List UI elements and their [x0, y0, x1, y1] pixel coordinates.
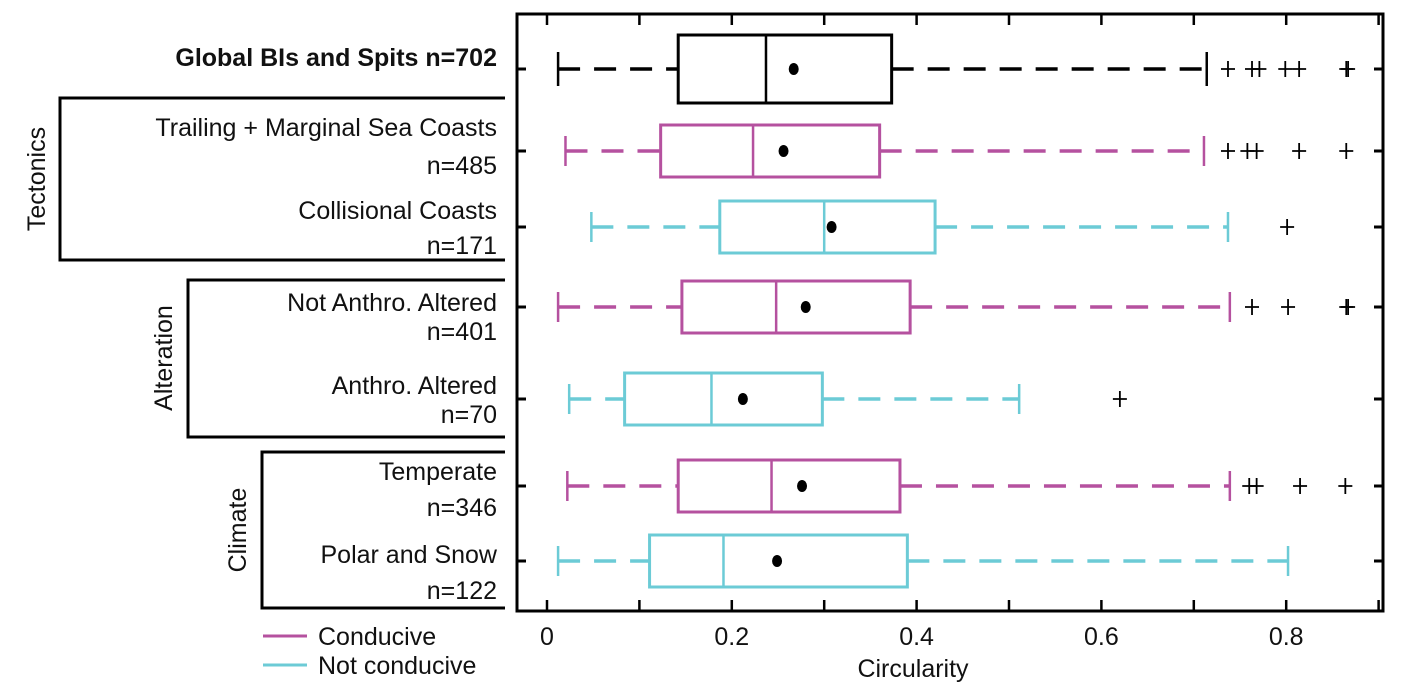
outlier-marker — [1220, 61, 1235, 77]
outlier-marker — [1293, 478, 1308, 494]
axes: 0 0.2 0.4 0.6 0.8 Circularity — [515, 12, 1385, 683]
legend-label: Not conducive — [318, 652, 476, 680]
mean-marker — [788, 63, 799, 75]
plot-area — [556, 33, 1356, 589]
group-bracket — [186, 278, 505, 439]
box-1 — [564, 123, 1354, 179]
x-tick-label: 0 — [540, 623, 554, 651]
outlier-marker — [1339, 143, 1354, 159]
outlier-marker — [1338, 478, 1353, 494]
row-labels: Global BIs and Spits n=702 Trailing + Mar… — [155, 44, 498, 605]
iqr-box — [680, 279, 912, 335]
row-label: n=401 — [427, 318, 497, 346]
outlier-marker — [1249, 143, 1264, 159]
box-6 — [556, 533, 1290, 589]
outlier-marker — [1281, 299, 1296, 315]
outlier-marker — [1220, 143, 1235, 159]
row-label: Trailing + Marginal Sea Coasts — [155, 114, 497, 142]
box-3 — [556, 279, 1356, 335]
row-label: n=346 — [427, 494, 497, 522]
group-label: Alteration — [150, 305, 178, 411]
row-label: Not Anthro. Altered — [287, 289, 497, 317]
group-label: Climate — [224, 488, 252, 573]
row-label: n=122 — [427, 577, 497, 605]
group-brackets: Tectonics Alteration Climate — [23, 96, 505, 610]
iqr-box — [718, 199, 937, 255]
iqr-box — [659, 123, 882, 179]
outlier-marker — [1280, 219, 1295, 235]
outlier-marker — [1249, 478, 1264, 494]
group-bracket — [58, 96, 505, 262]
row-label: Temperate — [379, 458, 497, 486]
box-2 — [590, 199, 1295, 255]
row-label: Global BIs and Spits n=702 — [175, 44, 497, 72]
mean-marker — [778, 145, 789, 157]
mean-marker — [800, 301, 811, 313]
iqr-box — [676, 33, 894, 105]
x-tick-label: 0.8 — [1269, 623, 1304, 651]
mean-marker — [797, 480, 808, 492]
x-tick-label: 0.6 — [1084, 623, 1119, 651]
outlier-marker — [1341, 61, 1356, 77]
row-label: n=70 — [441, 401, 497, 429]
outlier-marker — [1112, 391, 1127, 407]
x-tick-label: 0.4 — [899, 623, 934, 651]
outlier-marker — [1341, 299, 1356, 315]
row-label: Collisional Coasts — [298, 197, 497, 225]
box-0 — [556, 33, 1356, 105]
row-label: n=171 — [427, 232, 497, 260]
box-5 — [566, 458, 1353, 514]
mean-marker — [737, 393, 748, 405]
outlier-marker — [1292, 61, 1307, 77]
group-label: Tectonics — [23, 127, 51, 231]
box-4 — [567, 371, 1127, 427]
outlier-marker — [1292, 143, 1307, 159]
row-label: Anthro. Altered — [332, 372, 497, 400]
x-axis-label: Circularity — [857, 655, 969, 683]
mean-marker — [826, 221, 837, 233]
group-bracket — [260, 450, 505, 610]
iqr-box — [676, 458, 902, 514]
outlier-marker — [1245, 299, 1260, 315]
x-tick-label: 0.2 — [714, 623, 749, 651]
mean-marker — [772, 555, 783, 567]
iqr-box — [623, 371, 824, 427]
legend-label: Conducive — [318, 623, 436, 651]
plot-frame — [515, 12, 1385, 613]
row-label: n=485 — [427, 152, 497, 180]
outlier-marker — [1278, 61, 1293, 77]
outlier-marker — [1252, 61, 1267, 77]
row-label: Polar and Snow — [320, 541, 497, 569]
